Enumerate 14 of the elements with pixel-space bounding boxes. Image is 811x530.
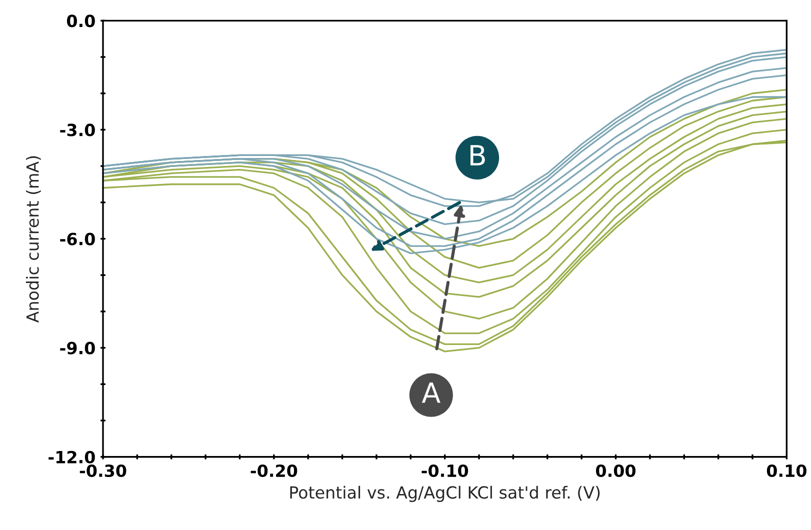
annotation: A	[422, 382, 440, 403]
y-tick-label: 0.0	[66, 14, 95, 28]
x-tick-label: -0.30	[80, 464, 126, 478]
y-tick-label: -12.0	[48, 450, 95, 464]
x-tick-label: -0.10	[422, 464, 468, 478]
y-tick-label: -3.0	[60, 124, 95, 136]
x-tick-label: 0.10	[766, 464, 806, 478]
y-tick-label: -6.0	[60, 232, 95, 246]
annotation: B	[470, 145, 485, 166]
x-axis-title: Potential vs. Ag/AgCl KCl sat'd ref. (V)	[290, 486, 600, 502]
y-tick-label: -9.0	[60, 342, 95, 354]
x-tick-label: 0.00	[596, 464, 636, 478]
x-tick-label: -0.20	[250, 464, 298, 478]
y-axis-title: Anodic current (mA)	[26, 156, 41, 323]
